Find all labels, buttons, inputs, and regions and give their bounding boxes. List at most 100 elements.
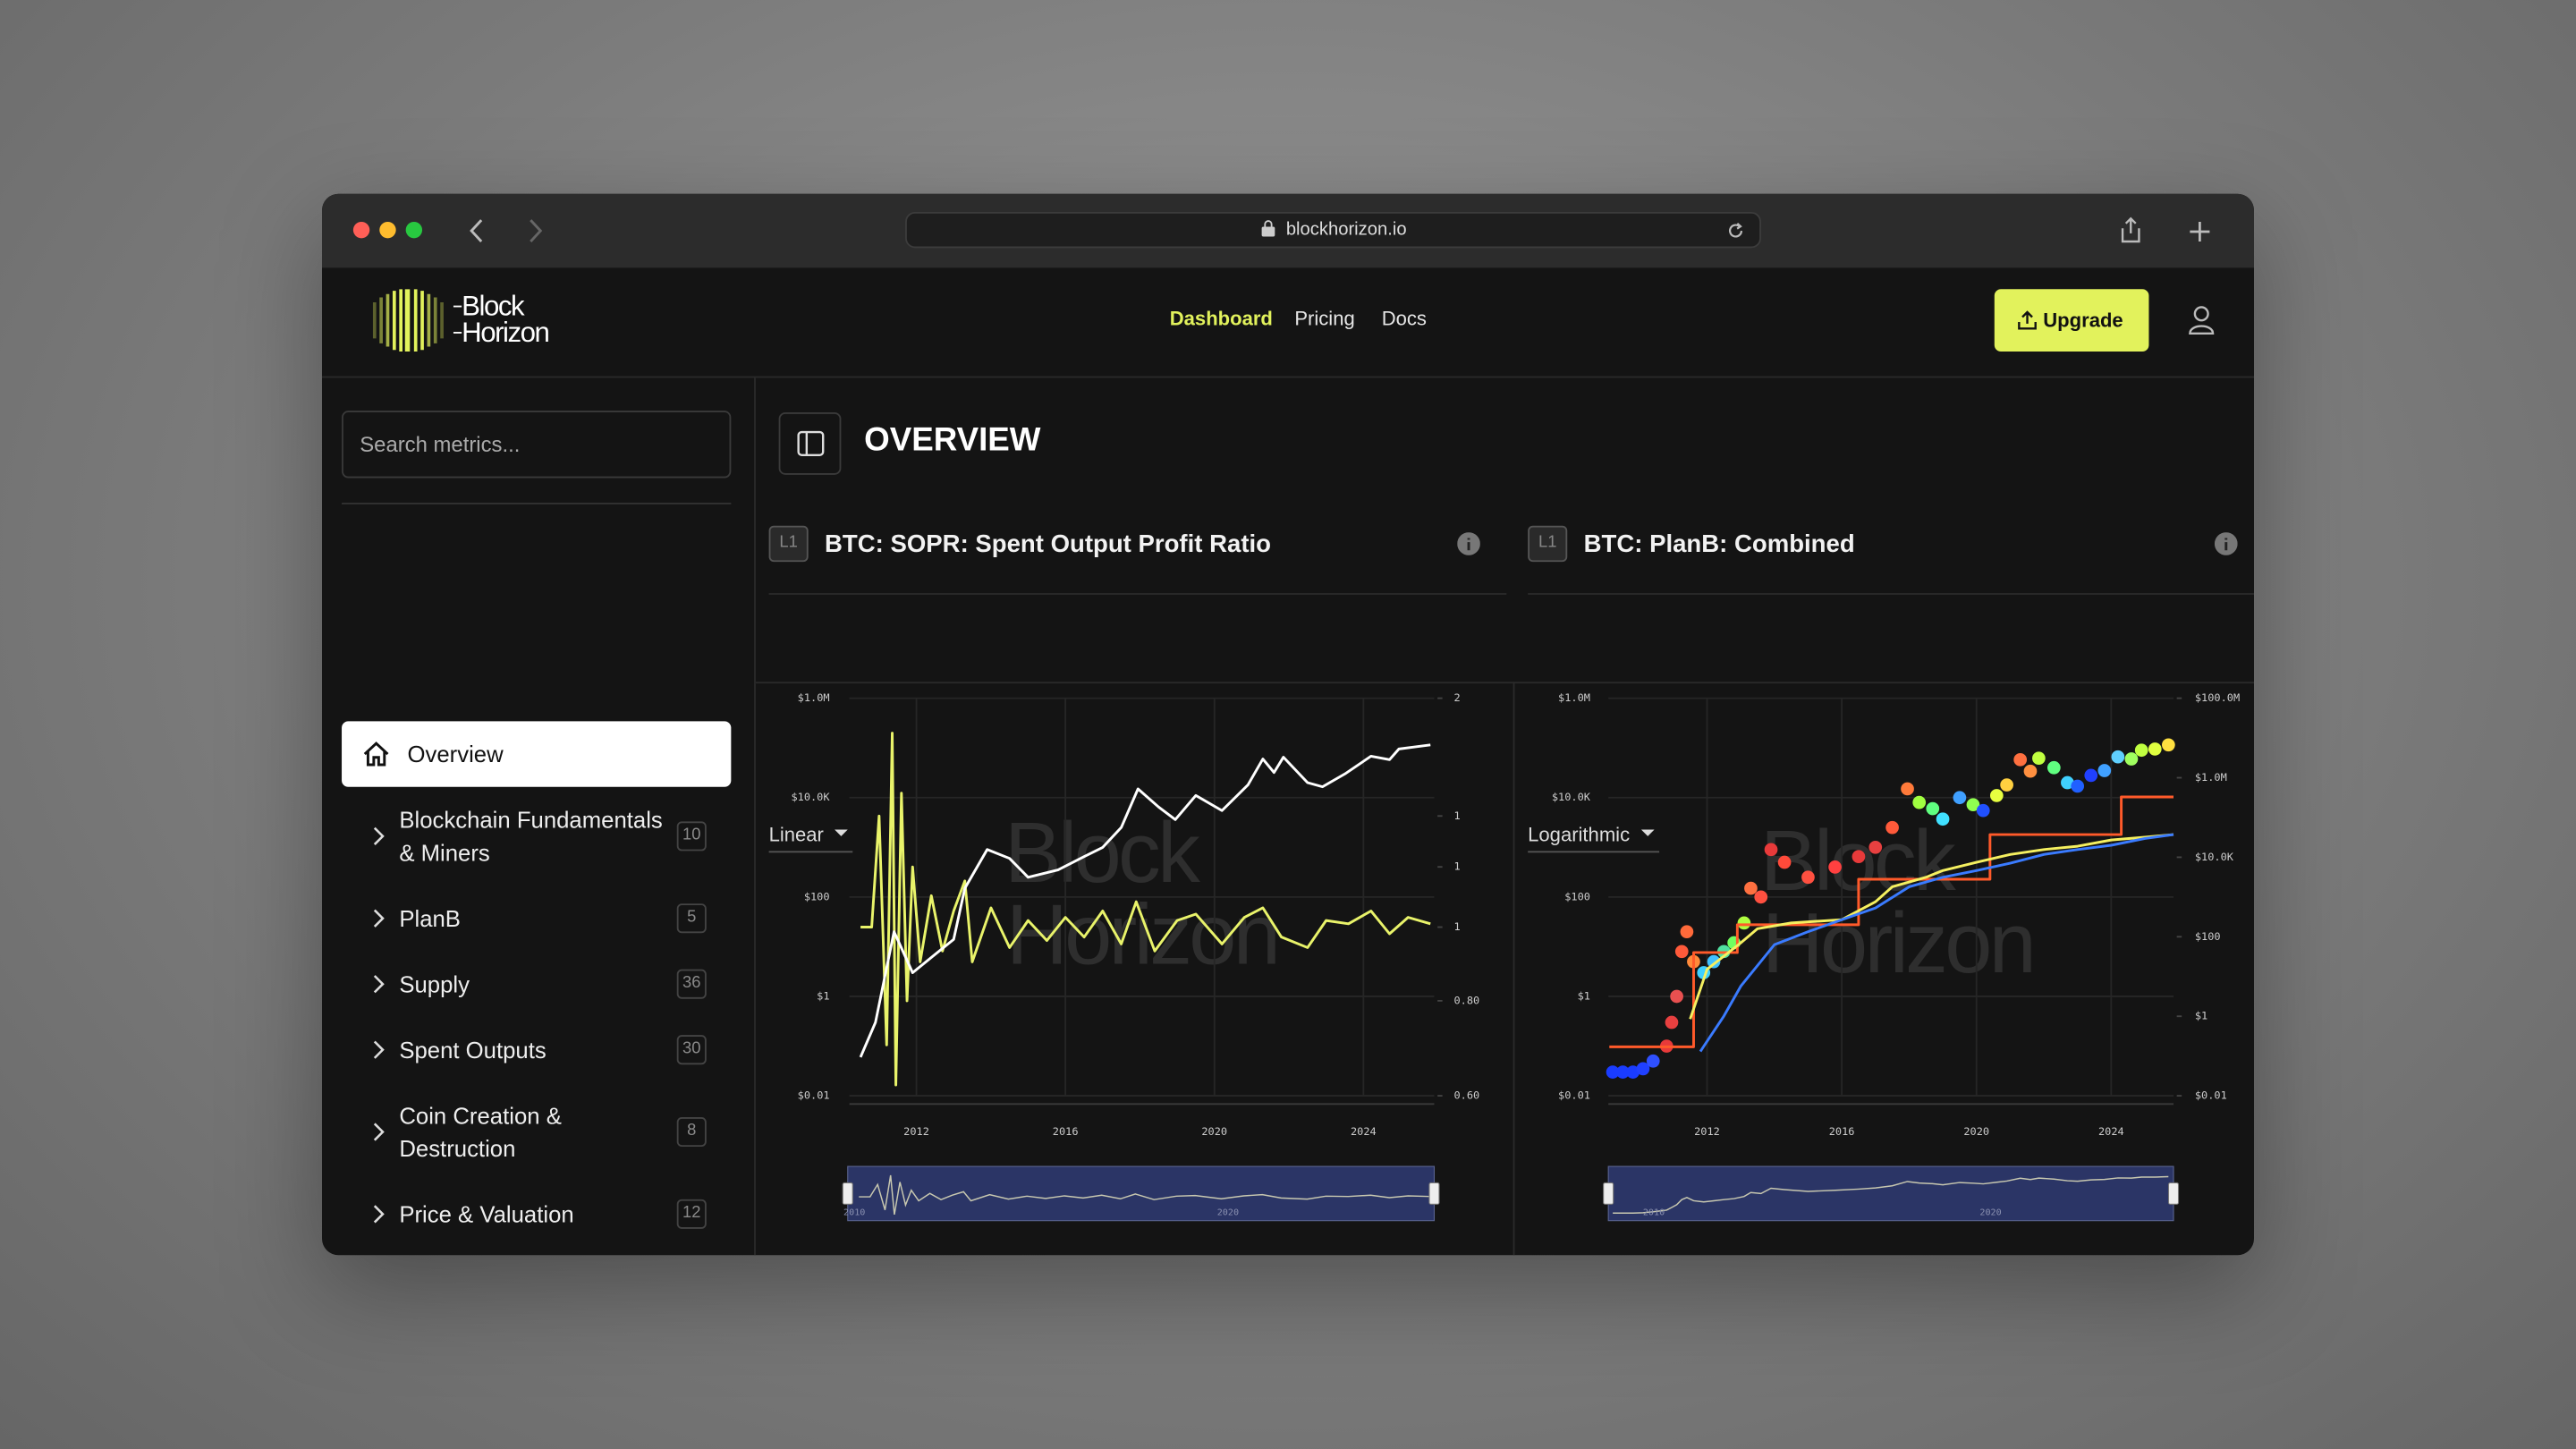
scale-dropdown[interactable]: Linear <box>768 823 853 853</box>
chart-header: L1 BTC: PlanB: Combined <box>1528 493 2255 595</box>
data-point <box>1777 855 1792 869</box>
data-point <box>2162 738 2175 752</box>
search-input[interactable]: Search metrics... <box>342 411 732 479</box>
nav-item[interactable]: Price & Valuation 12 <box>342 1182 731 1247</box>
count-badge: 30 <box>676 1035 707 1065</box>
y2-tick-label: $10.0K <box>2195 851 2234 863</box>
range-navigator[interactable] <box>847 1165 1436 1222</box>
nav-item-label: Overview <box>407 741 504 767</box>
x-tick-label: 2012 <box>1694 1125 1720 1138</box>
chevron-icon <box>373 1205 385 1224</box>
chevron-shape <box>373 975 385 994</box>
nav-item[interactable]: Coin Creation & Destruction 8 <box>342 1082 731 1181</box>
nav-item-active[interactable]: Overview <box>342 721 732 787</box>
y2-tick-label: 1 <box>1454 860 1461 873</box>
close-button[interactable] <box>352 221 370 239</box>
data-point <box>1744 881 1758 895</box>
nav-item[interactable]: Spent Outputs 30 <box>342 1017 731 1082</box>
y2-tick-label: 0.60 <box>1454 1089 1480 1102</box>
y2-tick-label: 0.80 <box>1454 994 1480 1006</box>
count-badge: 5 <box>676 903 707 934</box>
nav-item[interactable]: UTXO10 <box>342 1247 731 1255</box>
data-point <box>1868 840 1883 854</box>
navigator-handle[interactable] <box>2167 1182 2180 1205</box>
range-navigator[interactable] <box>1607 1165 2174 1222</box>
data-point <box>1936 812 1950 826</box>
data-point <box>1646 1054 1660 1068</box>
main-content: OVERVIEW L1 BTC: SOPR: Spent Output Profi… <box>755 377 2255 1256</box>
chart-title: BTC: PlanB: Combined <box>1583 530 1855 559</box>
data-point <box>1828 860 1842 874</box>
watermark: Horizon <box>1006 888 1277 983</box>
nav-link[interactable]: Pricing <box>1294 307 1355 331</box>
minimize-button[interactable] <box>379 221 396 239</box>
charts: BlockHorizon$1.0M$10.0K$100$1$0.0121110.… <box>791 691 2240 1222</box>
data-point <box>1926 801 1940 816</box>
nav-item-label: Blockchain Fundamentals & Miners <box>399 806 663 866</box>
reload-icon[interactable] <box>1726 222 1744 240</box>
nav-item-label: Price & Valuation <box>399 1200 574 1228</box>
data-point <box>1674 945 1689 959</box>
chevron-shape <box>373 826 385 845</box>
data-point <box>1670 989 1683 1004</box>
watermark: Horizon <box>1762 896 2033 991</box>
sidebar: Search metrics... Overview Blockchain Fun… <box>322 377 756 1256</box>
series-line <box>859 743 1431 1058</box>
navigator-tick-label: 2010 <box>843 1208 865 1218</box>
info-icon[interactable] <box>2214 532 2238 555</box>
data-point <box>2124 752 2139 766</box>
data-point <box>2111 750 2125 764</box>
x-tick-label: 2020 <box>1201 1125 1227 1138</box>
count-badge: 8 <box>676 1116 707 1148</box>
lock-icon <box>1261 220 1275 237</box>
data-point <box>1966 798 1980 812</box>
nav-item-label: PlanB <box>399 905 461 932</box>
y2-tick-label: 1 <box>1454 920 1461 933</box>
divider <box>755 682 2255 684</box>
data-point <box>1989 789 2004 802</box>
data-point <box>2046 760 2061 775</box>
navigator-handle[interactable] <box>1428 1182 1440 1205</box>
upgrade-button[interactable]: Upgrade <box>1994 289 2149 352</box>
series-line <box>1689 833 2174 1020</box>
divider <box>342 503 732 504</box>
y-tick-label: $100 <box>804 890 830 902</box>
nav-link[interactable]: Dashboard <box>1169 307 1273 331</box>
x-tick-label: 2012 <box>903 1125 929 1138</box>
zoom-button[interactable] <box>405 221 423 239</box>
nav-link[interactable]: Docs <box>1381 307 1427 331</box>
info-icon[interactable] <box>1457 532 1480 555</box>
nav-item-label: Supply <box>399 970 470 997</box>
y-tick-label: $1.0M <box>1558 691 1590 704</box>
scale-label: Logarithmic <box>1528 823 1631 846</box>
chevron-icon <box>373 1123 385 1141</box>
nav-item-label: Spent Outputs <box>399 1036 547 1063</box>
y2-tick-label: $100 <box>2195 930 2221 943</box>
upgrade-label: Upgrade <box>2043 309 2123 333</box>
toolbar-actions[interactable] <box>2116 216 2215 249</box>
series-line <box>1609 795 2174 1048</box>
history-arrows[interactable] <box>463 216 562 249</box>
user-icon[interactable] <box>2189 304 2215 337</box>
level-badge: L1 <box>768 525 809 563</box>
navigator-handle[interactable] <box>842 1182 853 1205</box>
scale-dropdown[interactable]: Logarithmic <box>1528 823 1660 853</box>
count-badge: 10 <box>676 821 707 852</box>
chevron-icon <box>373 975 385 994</box>
sidebar-toggle[interactable] <box>778 412 842 475</box>
address-bar[interactable]: blockhorizon.io <box>905 211 1761 249</box>
navigator-handle[interactable] <box>1603 1182 1614 1205</box>
nav-item[interactable]: Blockchain Fundamentals & Miners 10 <box>342 787 731 886</box>
y-tick-label: $1 <box>1578 989 1590 1002</box>
data-point <box>2148 742 2162 756</box>
y-tick-label: $0.01 <box>798 1089 830 1102</box>
data-point <box>1754 890 1768 904</box>
data-point <box>2061 775 2074 790</box>
nav-item[interactable]: Supply 36 <box>342 951 731 1016</box>
chevron-shape <box>373 1040 385 1059</box>
level-badge: L1 <box>1528 525 1568 563</box>
y-tick-label: $100 <box>1564 890 1590 902</box>
nav-item[interactable]: PlanB 5 <box>342 886 731 951</box>
x-tick-label: 2016 <box>1053 1125 1079 1138</box>
